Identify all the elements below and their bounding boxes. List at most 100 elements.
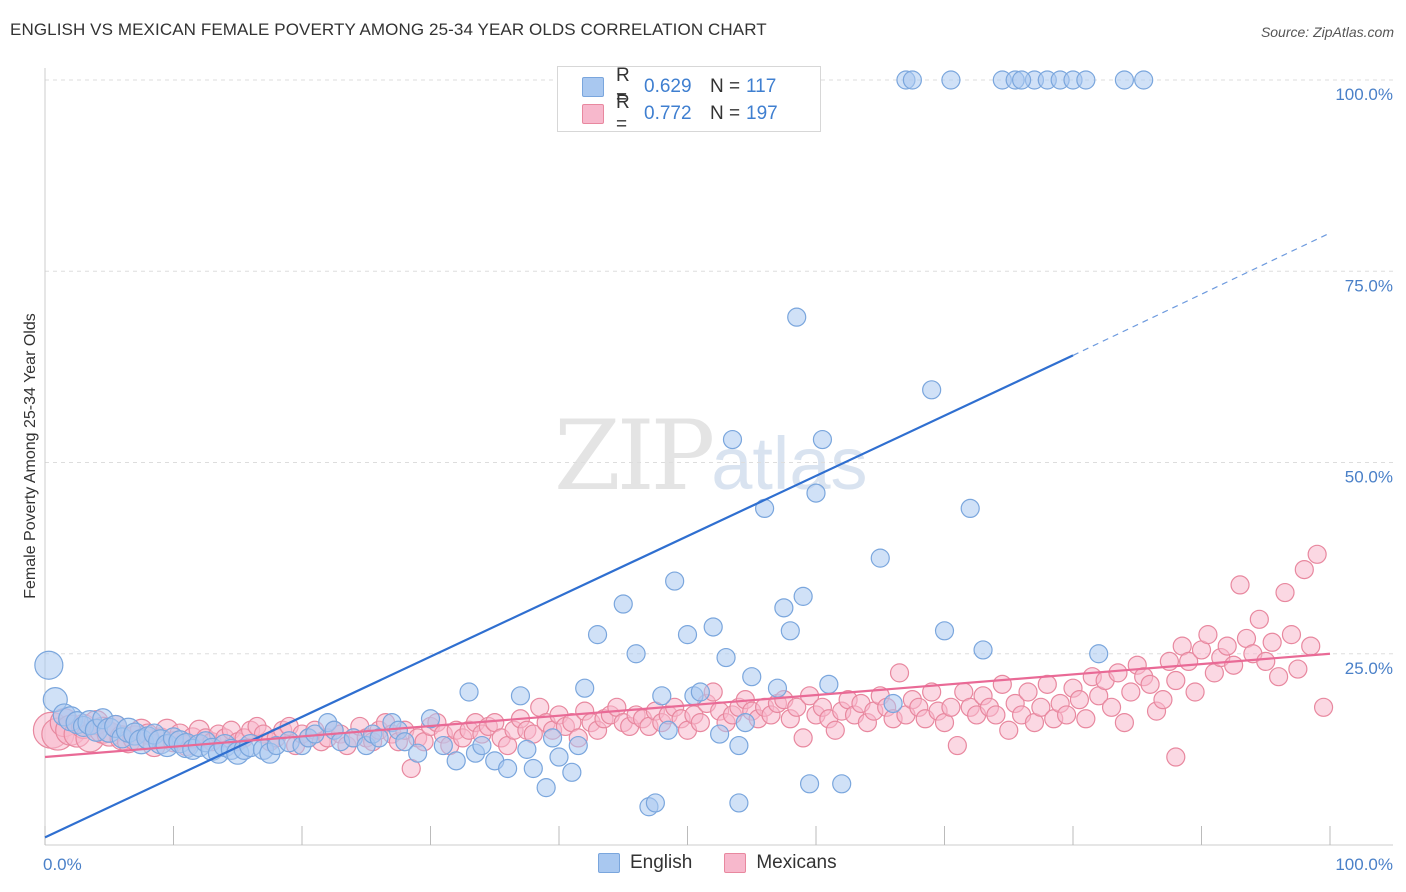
- mexican-point: [999, 720, 1019, 740]
- english-point: [793, 586, 813, 606]
- mexican-point: [986, 705, 1006, 725]
- mexican-point: [1288, 659, 1308, 679]
- english-point: [523, 758, 543, 779]
- mexican-point: [1256, 651, 1276, 672]
- y-tick-label: 75.0%: [1345, 276, 1393, 295]
- legend-n-label: N =: [710, 103, 741, 124]
- english-point: [658, 720, 678, 740]
- legend-r-value: 0.629: [644, 76, 692, 97]
- mexican-point: [1301, 636, 1321, 656]
- legend-swatch-english: [582, 77, 604, 97]
- english-point: [742, 667, 762, 687]
- mexican-point: [1313, 697, 1334, 717]
- english-trend-line: [44, 354, 1074, 839]
- mexican-point: [1018, 682, 1038, 702]
- english-point: [395, 732, 415, 752]
- english-point: [722, 429, 743, 450]
- english-point: [941, 70, 961, 90]
- trend-lines: [44, 232, 1331, 839]
- mexican-point: [1198, 625, 1218, 645]
- bottom-legend-english-label: English: [630, 852, 693, 873]
- english-point: [587, 625, 608, 645]
- english-point: [536, 778, 556, 798]
- english-point: [510, 686, 531, 706]
- english-point: [369, 728, 389, 748]
- x-tick-label: 0.0%: [43, 855, 82, 874]
- y-tick-label: 100.0%: [1335, 85, 1393, 104]
- mexican-point: [1268, 667, 1289, 687]
- english-point: [729, 793, 749, 813]
- mexican-point: [793, 728, 813, 748]
- mexican-point: [992, 674, 1012, 694]
- english-point: [960, 498, 980, 518]
- mexican-point: [941, 697, 961, 717]
- english-point: [787, 307, 807, 327]
- english-point: [870, 548, 890, 568]
- english-point: [902, 70, 922, 90]
- mexican-point: [922, 682, 942, 702]
- english-point: [613, 594, 633, 614]
- bottom-legend-english: English: [598, 852, 692, 874]
- legend-box: R = 0.629 N = 117 R = 0.772 N = 197: [557, 65, 821, 135]
- english-point: [767, 678, 788, 698]
- english-point: [819, 674, 839, 694]
- mexican-point: [1076, 709, 1096, 729]
- english-point: [703, 617, 723, 637]
- mexican-point: [690, 712, 710, 733]
- mexican-point: [1121, 682, 1141, 702]
- mexican-point: [1185, 682, 1205, 702]
- mexican-point: [1294, 559, 1314, 580]
- legend-r-label: R =: [616, 65, 630, 108]
- mexican-point: [825, 720, 845, 740]
- english-point: [652, 686, 672, 706]
- bottom-legend-mexicans: Mexicans: [724, 852, 837, 874]
- english-point: [549, 747, 569, 767]
- mexican-point: [1166, 747, 1186, 767]
- mexican-point: [1056, 705, 1077, 725]
- english-points: [34, 70, 1154, 817]
- english-point: [806, 483, 826, 503]
- english-point: [883, 693, 903, 714]
- english-point: [729, 735, 749, 756]
- english-point: [1076, 70, 1096, 90]
- mexican-point: [1281, 625, 1302, 645]
- legend-n-value: 197: [746, 103, 778, 124]
- english-point: [922, 380, 942, 400]
- english-point: [34, 650, 64, 680]
- mexican-point: [947, 735, 967, 756]
- mexican-point: [1114, 712, 1135, 733]
- english-point: [562, 762, 582, 782]
- english-trend-extension: [1072, 232, 1331, 356]
- english-point: [690, 682, 710, 702]
- legend-n-label: N =: [710, 76, 741, 97]
- english-point: [645, 793, 665, 813]
- mexican-point: [1031, 697, 1051, 717]
- english-point: [626, 644, 646, 664]
- bottom-legend: English Mexicans: [598, 852, 869, 874]
- legend-r-value: 0.772: [644, 103, 692, 124]
- watermark-zip: ZIP: [554, 400, 715, 512]
- english-point: [774, 598, 794, 618]
- bottom-swatch-mexicans: [724, 853, 747, 873]
- legend-r-label: R =: [616, 92, 630, 135]
- mexican-point: [1224, 655, 1244, 675]
- english-point: [1089, 644, 1109, 664]
- english-point: [575, 678, 595, 698]
- english-point: [408, 743, 428, 763]
- english-point: [934, 621, 955, 641]
- english-point: [568, 735, 588, 756]
- english-point: [459, 682, 479, 702]
- mexican-point: [1307, 544, 1327, 564]
- legend-n-value: 117: [746, 76, 777, 97]
- legend-row-mexicans: R = 0.772 N = 197: [582, 92, 778, 135]
- mexican-point: [1069, 690, 1090, 710]
- english-point: [665, 571, 685, 591]
- english-point: [716, 647, 736, 668]
- english-point: [433, 735, 453, 756]
- english-point: [799, 774, 820, 794]
- english-point: [780, 621, 800, 641]
- source-label: Source: ZipAtlas.com: [1260, 24, 1394, 40]
- mexican-point: [1108, 663, 1128, 683]
- chart-title: ENGLISH VS MEXICAN FEMALE POVERTY AMONG …: [10, 20, 767, 39]
- x-tick-label: 100.0%: [1335, 855, 1393, 874]
